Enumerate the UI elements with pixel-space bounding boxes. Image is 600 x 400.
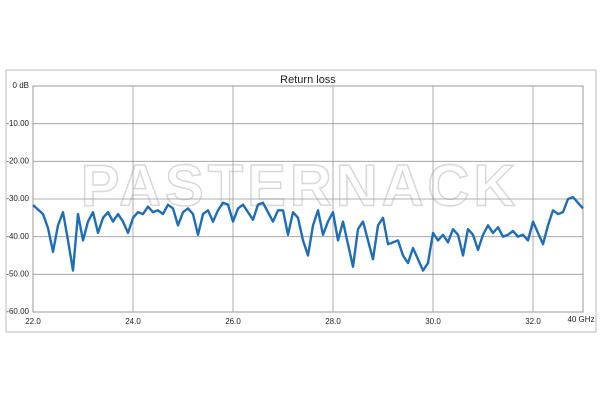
chart-title: Return loss	[280, 74, 336, 86]
y-tick-label: 0 dB	[13, 81, 29, 90]
y-tick-label: -30.00	[6, 194, 29, 203]
watermark: PASTERNACK	[81, 153, 520, 218]
data-line	[32, 195, 584, 272]
x-tick-label: 22.0	[25, 317, 41, 326]
chart-frame	[5, 69, 597, 333]
y-tick-label: -60.00	[6, 307, 29, 316]
x-tick-label: 28.0	[325, 317, 341, 326]
x-tick-label: 26.0	[225, 317, 241, 326]
x-tick-label: 40 GHz	[567, 315, 594, 324]
x-tick-label: 30.0	[425, 317, 441, 326]
y-tick-label: -10.00	[6, 119, 29, 128]
x-tick-label: 24.0	[125, 317, 141, 326]
y-tick-label: -20.00	[6, 156, 29, 165]
x-tick-label: 32.0	[525, 317, 541, 326]
y-tick-label: -40.00	[6, 232, 29, 241]
y-tick-label: -50.00	[6, 269, 29, 278]
